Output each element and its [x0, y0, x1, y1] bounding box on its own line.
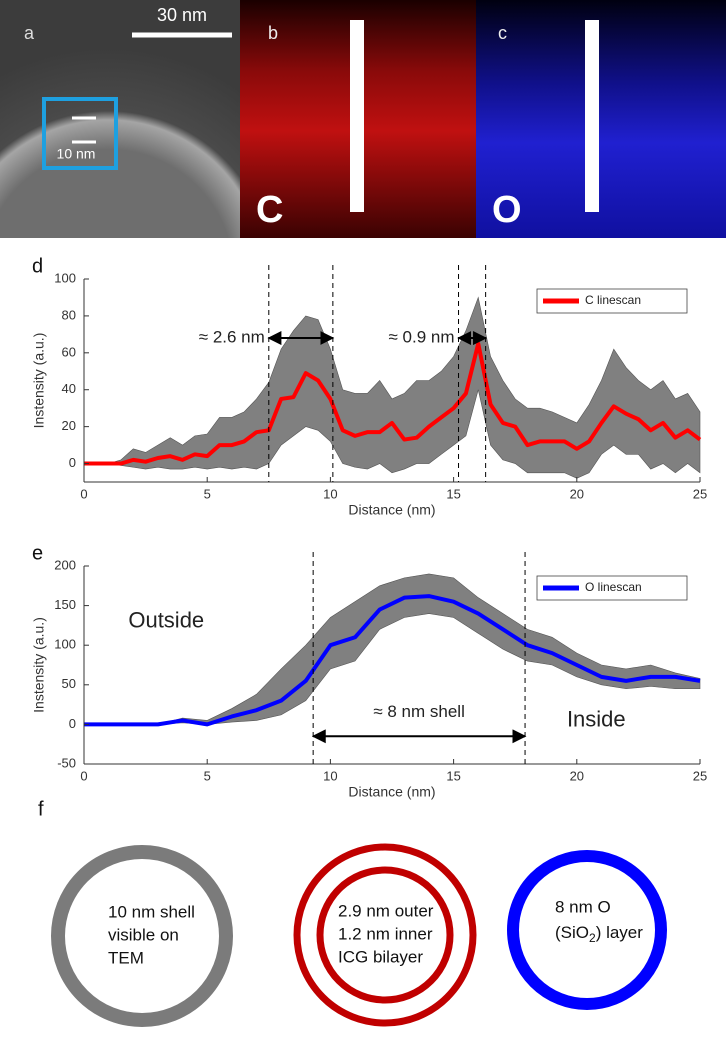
x-tick-label: 25: [693, 768, 707, 783]
scan-line: [350, 20, 364, 212]
legend-label: C linescan: [585, 293, 641, 307]
panel-letter: a: [24, 23, 35, 43]
scale-bar-label: 30 nm: [157, 5, 207, 25]
y-tick-label: 0: [69, 716, 76, 731]
y-tick-label: 20: [62, 418, 76, 433]
element-label: O: [492, 189, 522, 231]
ring-label: 10 nm shell: [108, 902, 195, 921]
annotation: Outside: [128, 607, 204, 632]
y-tick-label: 50: [62, 676, 76, 691]
x-tick-label: 5: [204, 768, 211, 783]
x-tick-label: 20: [570, 768, 584, 783]
x-axis-label: Distance (nm): [348, 784, 435, 800]
y-axis-label: Instensity (a.u.): [31, 617, 47, 713]
x-tick-label: 20: [570, 486, 584, 501]
inset-box: [42, 97, 118, 170]
y-tick-label: 0: [69, 455, 76, 470]
ring-label-part: ) layer: [596, 923, 644, 942]
arrow-label: ≈ 2.6 nm: [199, 328, 265, 347]
y-tick-label: 100: [54, 270, 76, 285]
y-axis-label: Instensity (a.u.): [31, 333, 47, 429]
ring: [51, 845, 233, 1027]
panel-letter: f: [38, 798, 44, 820]
scan-line: [585, 20, 599, 212]
ring-label: 1.2 nm inner: [338, 924, 433, 943]
ring-label-sub: 2: [589, 931, 596, 945]
series-line: [84, 594, 701, 727]
y-tick-label: 60: [62, 344, 76, 359]
x-tick-label: 15: [446, 486, 460, 501]
y-tick-label: 40: [62, 381, 76, 396]
panel-letter: e: [32, 542, 43, 564]
ring-label: 2.9 nm outer: [338, 901, 434, 920]
x-tick-label: 0: [80, 768, 87, 783]
ring-label: TEM: [108, 948, 144, 967]
o-map: [476, 0, 726, 238]
ring-label: (SiO2) layer: [555, 923, 643, 945]
x-tick-label: 5: [204, 486, 211, 501]
arrow-label: ≈ 0.9 nm: [388, 328, 454, 347]
y-tick-label: 100: [54, 637, 76, 652]
annotation: Inside: [567, 706, 626, 731]
ring: [316, 866, 454, 1004]
series-line: [84, 341, 702, 466]
ring: [507, 850, 667, 1010]
x-tick-label: 25: [693, 486, 707, 501]
panel-letter: c: [498, 23, 507, 43]
x-axis-label: Distance (nm): [348, 502, 435, 518]
ring-label: visible on: [108, 925, 179, 944]
tem-image: [0, 0, 240, 238]
y-tick-label: 80: [62, 307, 76, 322]
x-tick-label: 15: [446, 768, 460, 783]
panel-letter: b: [268, 23, 278, 43]
ring-label: 8 nm O: [555, 897, 611, 916]
element-label: C: [256, 189, 283, 231]
arrow-label: ≈ 8 nm shell: [373, 702, 465, 721]
x-tick-label: 10: [323, 768, 337, 783]
x-tick-label: 10: [323, 486, 337, 501]
ring-label: ICG bilayer: [338, 947, 423, 966]
panel-letter: d: [32, 255, 43, 277]
x-tick-label: 0: [80, 486, 87, 501]
legend-label: O linescan: [585, 580, 642, 594]
y-tick-label: 200: [54, 557, 76, 572]
inset-bar-label: 10 nm: [57, 146, 96, 162]
ring-label-part: (SiO: [555, 923, 589, 942]
ring: [293, 843, 477, 1027]
y-tick-label: 150: [54, 597, 76, 612]
band: [84, 296, 701, 479]
y-tick-label: -50: [57, 755, 76, 770]
